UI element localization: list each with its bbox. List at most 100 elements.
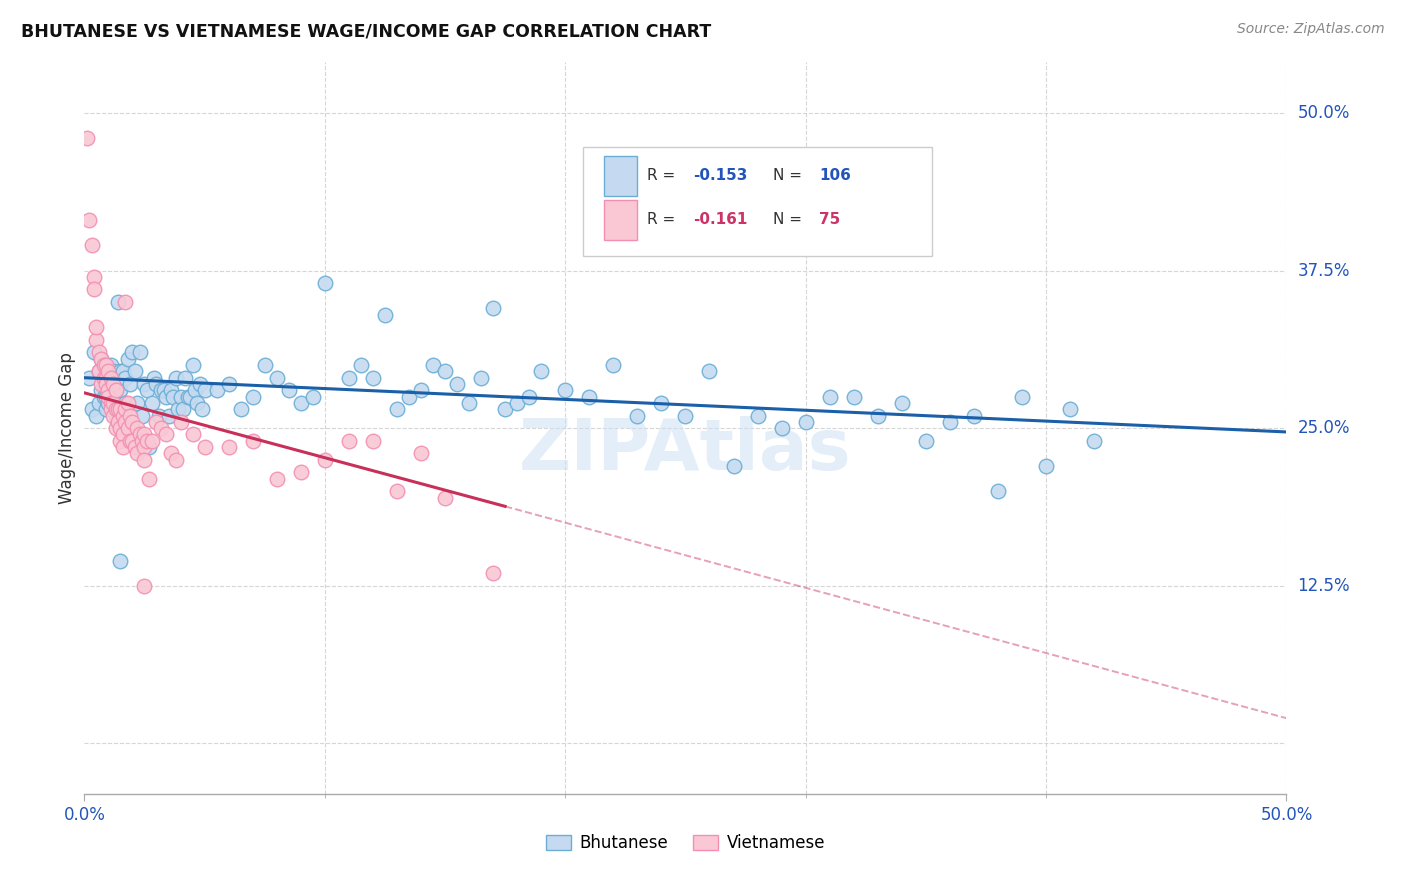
Point	[939, 415, 962, 429]
Point	[111, 440, 134, 454]
Point	[90, 351, 112, 366]
Point	[94, 402, 117, 417]
Point	[374, 308, 396, 322]
Point	[184, 384, 207, 398]
Point	[194, 384, 217, 398]
Text: BHUTANESE VS VIETNAMESE WAGE/INCOME GAP CORRELATION CHART: BHUTANESE VS VIETNAMESE WAGE/INCOME GAP …	[21, 22, 711, 40]
Point	[134, 440, 156, 454]
Point	[699, 364, 721, 378]
Point	[1083, 434, 1105, 448]
Point	[963, 409, 986, 423]
Point	[218, 440, 240, 454]
Point	[242, 434, 264, 448]
Point	[148, 409, 170, 423]
Point	[150, 384, 173, 398]
Point	[118, 434, 141, 448]
Point	[229, 402, 252, 417]
Point	[290, 465, 312, 479]
Point	[385, 402, 408, 417]
Point	[160, 446, 183, 460]
Point	[253, 358, 276, 372]
Point	[314, 452, 336, 467]
Point	[118, 409, 141, 423]
Point	[110, 364, 132, 378]
Point	[134, 427, 156, 442]
Point	[111, 409, 134, 423]
Point	[186, 396, 208, 410]
Point	[110, 384, 132, 398]
Text: -0.153: -0.153	[693, 169, 747, 184]
Point	[77, 213, 100, 227]
Point	[128, 345, 150, 359]
Point	[194, 440, 217, 454]
Point	[174, 370, 197, 384]
Point	[494, 402, 516, 417]
Point	[117, 351, 139, 366]
Point	[169, 415, 191, 429]
Point	[138, 472, 160, 486]
Point	[94, 358, 117, 372]
Point	[134, 579, 156, 593]
Point	[167, 402, 190, 417]
Point	[100, 396, 122, 410]
Point	[155, 427, 177, 442]
Point	[110, 421, 132, 435]
Point	[818, 390, 841, 404]
Point	[94, 390, 117, 404]
Point	[650, 396, 672, 410]
Text: 50.0%: 50.0%	[1298, 103, 1350, 122]
Point	[97, 396, 120, 410]
Bar	[603, 200, 637, 240]
Point	[97, 364, 120, 378]
Point	[135, 434, 157, 448]
Point	[794, 415, 817, 429]
Point	[128, 427, 150, 442]
Point	[114, 402, 136, 417]
Point	[104, 384, 127, 398]
Point	[188, 377, 211, 392]
Point	[114, 370, 136, 384]
Point	[87, 364, 110, 378]
Text: 25.0%: 25.0%	[1298, 419, 1350, 437]
Point	[554, 384, 576, 398]
Point	[337, 434, 360, 448]
Point	[134, 377, 156, 392]
Point	[150, 421, 173, 435]
Point	[76, 131, 98, 145]
Point	[987, 484, 1010, 499]
Point	[100, 370, 122, 384]
Point	[83, 269, 105, 284]
Point	[422, 358, 444, 372]
Point	[890, 396, 912, 410]
Text: 75: 75	[818, 212, 841, 227]
Point	[80, 402, 103, 417]
Point	[169, 390, 191, 404]
Point	[506, 396, 529, 410]
Point	[266, 370, 288, 384]
Point	[90, 377, 112, 392]
Point	[138, 440, 160, 454]
Point	[100, 370, 122, 384]
Point	[121, 415, 143, 429]
Point	[103, 396, 125, 410]
Point	[145, 415, 167, 429]
Point	[398, 390, 420, 404]
Point	[104, 402, 127, 417]
Point	[90, 351, 112, 366]
Point	[117, 421, 139, 435]
Point	[165, 370, 187, 384]
Point	[277, 384, 299, 398]
Point	[155, 390, 177, 404]
Point	[530, 364, 553, 378]
Point	[87, 345, 110, 359]
Point	[915, 434, 938, 448]
Point	[205, 384, 228, 398]
Point	[181, 427, 204, 442]
Point	[86, 320, 108, 334]
Point	[127, 396, 149, 410]
Point	[172, 402, 194, 417]
Point	[866, 409, 889, 423]
Point	[111, 427, 134, 442]
Point	[482, 566, 505, 581]
Point	[723, 458, 745, 473]
